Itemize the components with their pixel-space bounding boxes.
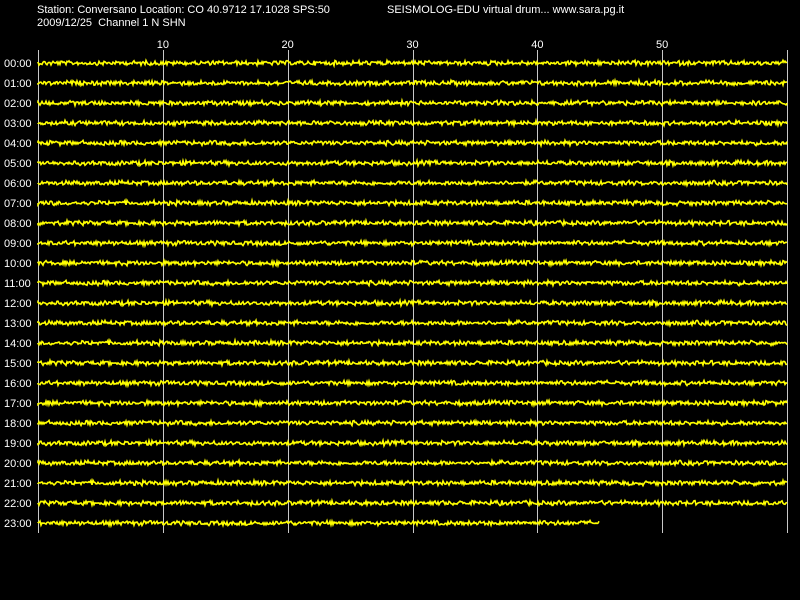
trace-0200 xyxy=(37,97,788,109)
grid-layer xyxy=(38,50,788,533)
hour-label: 00:00 xyxy=(4,58,32,70)
hour-label: 17:00 xyxy=(4,398,32,410)
trace-0600 xyxy=(37,177,788,188)
trace-0000 xyxy=(37,57,788,69)
trace-1300 xyxy=(37,317,788,328)
trace-1700 xyxy=(37,397,788,409)
trace-0800 xyxy=(37,217,788,229)
trace-1000 xyxy=(37,257,788,269)
trace-layer xyxy=(37,57,788,529)
hour-label: 07:00 xyxy=(4,198,32,210)
hour-label: 09:00 xyxy=(4,238,32,250)
trace-0900 xyxy=(37,238,788,249)
tick-labels: 10 20 30 40 50 xyxy=(157,39,669,51)
hour-label: 22:00 xyxy=(4,498,32,510)
hour-label: 16:00 xyxy=(4,378,32,390)
trace-0100 xyxy=(37,77,788,88)
trace-0500 xyxy=(37,157,788,169)
trace-1900 xyxy=(37,437,788,449)
x-tick-label: 50 xyxy=(656,39,668,51)
trace-1800 xyxy=(37,418,788,429)
x-tick-label: 40 xyxy=(531,39,543,51)
hour-label: 12:00 xyxy=(4,298,32,310)
hour-label: 19:00 xyxy=(4,438,32,450)
hour-label: 14:00 xyxy=(4,338,32,350)
hour-label: 05:00 xyxy=(4,158,32,170)
trace-1600 xyxy=(37,378,788,389)
station-info: Station: Conversano Location: CO 40.9712… xyxy=(37,4,330,16)
trace-2200 xyxy=(37,497,788,509)
hour-label: 03:00 xyxy=(4,118,32,130)
trace-2000 xyxy=(37,457,788,468)
hour-label: 11:00 xyxy=(4,278,31,290)
hour-label: 15:00 xyxy=(4,358,32,370)
trace-2100 xyxy=(37,477,788,488)
hour-label: 04:00 xyxy=(4,138,32,150)
trace-1500 xyxy=(37,357,787,369)
hour-label: 13:00 xyxy=(4,318,32,330)
hour-label: 18:00 xyxy=(4,418,32,430)
trace-1400 xyxy=(37,337,788,348)
trace-0700 xyxy=(37,197,788,208)
trace-0400 xyxy=(37,138,788,149)
x-tick-label: 10 xyxy=(157,39,169,51)
hour-label: 21:00 xyxy=(4,478,32,490)
hour-label: 10:00 xyxy=(4,258,32,270)
hour-labels: 00:00 01:00 02:00 03:00 04:00 05:00 06:00 07:00… xyxy=(4,58,32,530)
date-channel-info: 2009/12/25 Channel 1 N SHN xyxy=(37,17,186,29)
trace-0300 xyxy=(37,117,788,129)
x-tick-label: 20 xyxy=(282,39,294,51)
x-tick-label: 30 xyxy=(406,39,418,51)
hour-label: 08:00 xyxy=(4,218,32,230)
trace-2300 xyxy=(37,518,600,529)
trace-1100 xyxy=(37,278,788,289)
hour-label: 02:00 xyxy=(4,98,32,110)
hour-label: 20:00 xyxy=(4,458,32,470)
hour-label: 01:00 xyxy=(4,78,32,90)
hour-label: 06:00 xyxy=(4,178,32,190)
credit-text: SEISMOLOG-EDU virtual drum... www.sara.p… xyxy=(387,4,625,16)
hour-label: 23:00 xyxy=(4,518,32,530)
trace-1200 xyxy=(37,297,788,309)
